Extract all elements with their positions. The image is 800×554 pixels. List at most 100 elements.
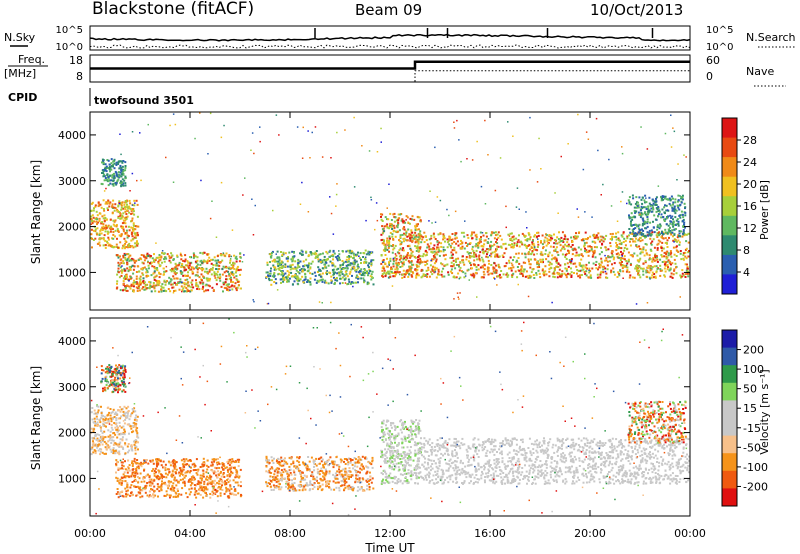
data-cell (214, 276, 217, 279)
data-cell (460, 160, 462, 163)
data-cell (93, 449, 96, 452)
data-cell (437, 270, 440, 273)
data-cell (375, 202, 378, 204)
data-cell (386, 239, 388, 242)
data-cell (298, 279, 301, 282)
data-cell (393, 220, 396, 223)
data-cell (330, 301, 332, 304)
data-cell (296, 126, 299, 128)
data-cell (124, 256, 127, 259)
data-cell (101, 451, 104, 454)
data-cell (318, 274, 321, 277)
data-cell (129, 258, 132, 261)
data-cell (176, 267, 179, 270)
data-cell (184, 279, 187, 282)
data-cell (670, 216, 673, 219)
data-cell (189, 484, 192, 487)
data-cell (552, 257, 555, 260)
data-cell (640, 198, 643, 201)
data-cell (407, 252, 409, 254)
data-cell (173, 467, 176, 470)
data-cell (121, 178, 124, 181)
data-cell (390, 270, 393, 273)
data-cell (400, 260, 403, 263)
data-cell (243, 254, 245, 256)
data-cell (617, 252, 620, 255)
data-cell (454, 237, 457, 240)
data-cell (652, 199, 655, 202)
data-cell (131, 204, 134, 206)
data-cell (392, 275, 395, 278)
data-cell (542, 247, 544, 250)
data-cell (654, 256, 657, 259)
data-cell (297, 283, 300, 286)
data-cell (112, 233, 115, 236)
data-cell (648, 265, 651, 268)
data-cell (268, 277, 271, 280)
data-cell (576, 208, 578, 210)
data-cell (122, 410, 125, 413)
data-cell (416, 215, 419, 218)
data-cell (161, 250, 164, 252)
nave-line (90, 70, 690, 83)
data-cell (553, 257, 556, 260)
data-cell (331, 264, 334, 267)
data-cell (284, 252, 287, 255)
data-cell (493, 267, 496, 270)
data-cell (408, 267, 411, 270)
data-cell (571, 244, 574, 246)
data-cell (125, 438, 128, 441)
data-cell (395, 271, 398, 274)
data-cell (184, 459, 187, 462)
data-cell (116, 179, 119, 182)
data-cell (90, 411, 93, 414)
data-cell (132, 285, 135, 288)
data-cell (171, 269, 174, 271)
data-cell (118, 263, 121, 266)
data-cell (148, 474, 151, 477)
data-cell (163, 273, 165, 276)
data-cell (518, 245, 521, 248)
data-cell (677, 206, 680, 209)
data-cell (587, 276, 590, 279)
freq-line (90, 60, 690, 70)
data-cell (621, 264, 624, 267)
data-cell (483, 273, 486, 276)
data-cell (516, 260, 519, 263)
data-cell (656, 258, 659, 261)
data-cell (332, 263, 335, 266)
data-cell (208, 285, 211, 288)
data-cell (135, 445, 138, 448)
data-cell (382, 265, 385, 268)
data-cell (227, 495, 230, 498)
data-cell (584, 266, 587, 269)
data-cell (163, 260, 166, 263)
data-cell (680, 210, 683, 213)
data-cell (411, 231, 414, 234)
data-cell (688, 250, 690, 252)
data-cell (407, 275, 410, 278)
data-cell (487, 248, 490, 251)
data-cell (230, 278, 233, 281)
data-cell (177, 490, 179, 492)
data-cell (96, 433, 99, 436)
data-cell (475, 238, 478, 241)
data-cell (100, 414, 103, 417)
data-cell (362, 273, 364, 276)
data-cell (476, 258, 479, 261)
data-cell (657, 234, 660, 237)
data-cell (671, 231, 674, 234)
data-cell (408, 272, 411, 275)
data-cell (119, 133, 121, 135)
data-cell (139, 132, 141, 134)
data-cell (349, 262, 352, 265)
data-cell (508, 267, 510, 270)
data-cell (322, 252, 324, 255)
data-cell (98, 440, 101, 443)
data-cell (118, 176, 121, 179)
data-cell (636, 267, 638, 270)
data-cell (678, 243, 681, 246)
data-cell (149, 255, 152, 257)
data-cell (589, 275, 592, 278)
data-cell (273, 266, 276, 269)
